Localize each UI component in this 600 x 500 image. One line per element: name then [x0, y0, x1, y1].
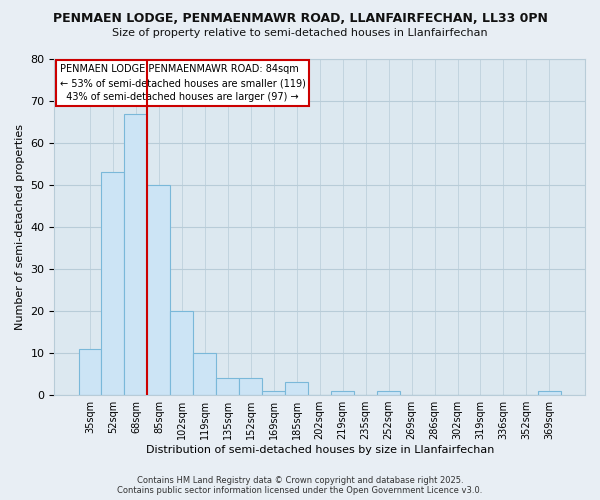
Bar: [101, 172, 124, 395]
Text: PENMAEN LODGE PENMAENMAWR ROAD: 84sqm
← 53% of semi-detached houses are smaller : PENMAEN LODGE PENMAENMAWR ROAD: 84sqm ← …: [60, 64, 305, 102]
Bar: [262, 391, 285, 395]
Y-axis label: Number of semi-detached properties: Number of semi-detached properties: [15, 124, 25, 330]
Text: PENMAEN LODGE, PENMAENMAWR ROAD, LLANFAIRFECHAN, LL33 0PN: PENMAEN LODGE, PENMAENMAWR ROAD, LLANFAI…: [53, 12, 547, 26]
Bar: [193, 353, 217, 395]
Bar: [170, 311, 193, 395]
Text: Contains HM Land Registry data © Crown copyright and database right 2025.
Contai: Contains HM Land Registry data © Crown c…: [118, 476, 482, 495]
Bar: [217, 378, 239, 395]
Bar: [377, 391, 400, 395]
Bar: [148, 185, 170, 395]
X-axis label: Distribution of semi-detached houses by size in Llanfairfechan: Distribution of semi-detached houses by …: [146, 445, 494, 455]
Bar: [124, 114, 148, 395]
Bar: [538, 391, 561, 395]
Bar: [79, 349, 101, 395]
Bar: [239, 378, 262, 395]
Text: Size of property relative to semi-detached houses in Llanfairfechan: Size of property relative to semi-detach…: [112, 28, 488, 38]
Bar: [285, 382, 308, 395]
Bar: [331, 391, 354, 395]
